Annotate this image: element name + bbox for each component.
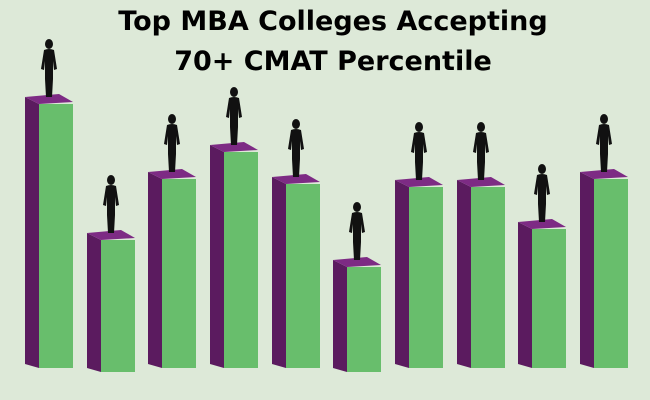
bar-top [580, 169, 628, 179]
bars [25, 39, 628, 372]
bar-side [580, 172, 594, 368]
bar-side [148, 172, 162, 368]
bar-top [25, 94, 73, 104]
bar-top [333, 257, 381, 267]
bar-top [87, 230, 135, 240]
bar-front [409, 187, 443, 368]
title-line: 70+ CMAT Percentile [174, 46, 492, 77]
bar-front [39, 104, 73, 368]
bar-top [457, 177, 505, 187]
title-line: Top MBA Colleges Accepting [118, 6, 547, 37]
bar-side [395, 180, 409, 368]
bar-front [347, 267, 381, 372]
bar-side [272, 177, 286, 368]
bar-front [532, 229, 566, 368]
bar-side [457, 180, 471, 368]
bar-top [148, 169, 196, 179]
bar-front [471, 187, 505, 368]
bar-top [395, 177, 443, 187]
bar-side [333, 260, 347, 372]
bar-side [518, 222, 532, 368]
bar-side [87, 233, 101, 372]
bar-front [162, 179, 196, 368]
bar-front [286, 184, 320, 368]
bar-side [210, 145, 224, 368]
bar-front [594, 179, 628, 368]
bar-top [518, 219, 566, 229]
bar-top [210, 142, 258, 152]
bar-top [272, 174, 320, 184]
bar-side [25, 97, 39, 368]
bar-front [224, 152, 258, 368]
bar-front [101, 240, 135, 372]
